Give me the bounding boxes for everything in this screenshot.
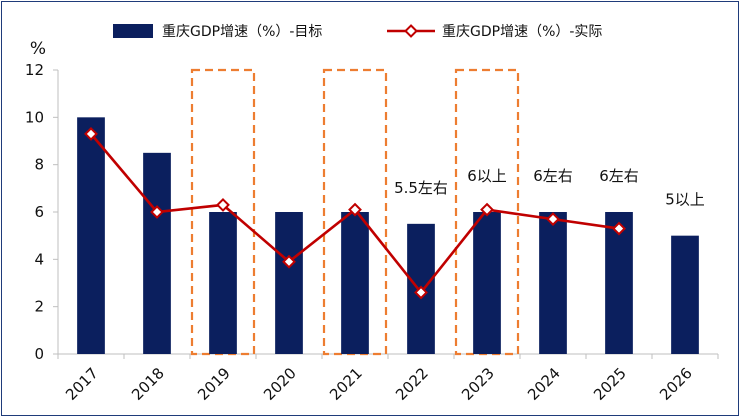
point-actual-2023 bbox=[480, 202, 494, 217]
bar-target-2026 bbox=[671, 235, 699, 354]
annotation-2026: 5以上 bbox=[665, 191, 705, 209]
y-tick-label: 6 bbox=[34, 203, 44, 221]
annotation-bg bbox=[597, 166, 641, 186]
y-tick-label: 10 bbox=[25, 108, 44, 126]
annotation-bg bbox=[465, 166, 509, 186]
annotation-2025: 6左右 bbox=[599, 167, 639, 185]
annotation-bg bbox=[392, 177, 450, 198]
bar-target-2021 bbox=[341, 212, 369, 354]
x-tick-label-2019: 2019 bbox=[194, 364, 234, 404]
bar-target-2025 bbox=[605, 212, 633, 354]
x-tick-label-2025: 2025 bbox=[590, 364, 630, 404]
point-actual-2022 bbox=[414, 285, 428, 300]
annotation-bg bbox=[663, 189, 707, 210]
x-tick-label-2023: 2023 bbox=[458, 364, 498, 404]
bar-target-2023 bbox=[473, 212, 501, 354]
bar-target-2024 bbox=[539, 212, 567, 354]
legend-line-label: 重庆GDP增速（%）-实际 bbox=[442, 24, 602, 40]
y-axis-title: % bbox=[30, 39, 46, 59]
point-actual-2018 bbox=[150, 205, 164, 219]
point-actual-2017 bbox=[84, 126, 98, 141]
x-tick-label-2026: 2026 bbox=[656, 364, 696, 404]
point-actual-2021 bbox=[348, 202, 362, 217]
x-tick-label-2018: 2018 bbox=[128, 364, 168, 404]
bar-target-2019 bbox=[209, 212, 237, 354]
x-tick-label-2021: 2021 bbox=[326, 364, 366, 404]
annotation-bg bbox=[531, 166, 575, 186]
point-actual-2025 bbox=[612, 221, 626, 236]
x-tick-label-2024: 2024 bbox=[524, 364, 564, 404]
y-tick-label: 12 bbox=[25, 61, 44, 79]
y-tick-label: 8 bbox=[34, 156, 44, 174]
bar-target-2017 bbox=[77, 117, 105, 354]
y-tick-label: 2 bbox=[34, 298, 44, 316]
legend-bar-label: 重庆GDP增速（%）-目标 bbox=[162, 24, 322, 40]
y-tick-label: 0 bbox=[34, 345, 44, 363]
point-actual-2019 bbox=[216, 197, 230, 212]
bar-target-2018 bbox=[143, 152, 171, 354]
point-actual-2020 bbox=[282, 254, 296, 269]
legend-line-marker bbox=[404, 24, 418, 38]
legend-bar-swatch bbox=[113, 24, 153, 38]
annotation-2024: 6左右 bbox=[533, 167, 573, 185]
x-tick-label-2020: 2020 bbox=[260, 364, 300, 404]
bar-target-2020 bbox=[275, 212, 303, 354]
point-actual-2024 bbox=[546, 212, 560, 227]
annotation-2022: 5.5左右 bbox=[394, 179, 448, 197]
annotation-2023: 6以上 bbox=[467, 167, 507, 185]
y-tick-label: 4 bbox=[34, 250, 44, 268]
x-tick-label-2017: 2017 bbox=[62, 364, 102, 404]
x-tick-label-2022: 2022 bbox=[392, 364, 432, 404]
